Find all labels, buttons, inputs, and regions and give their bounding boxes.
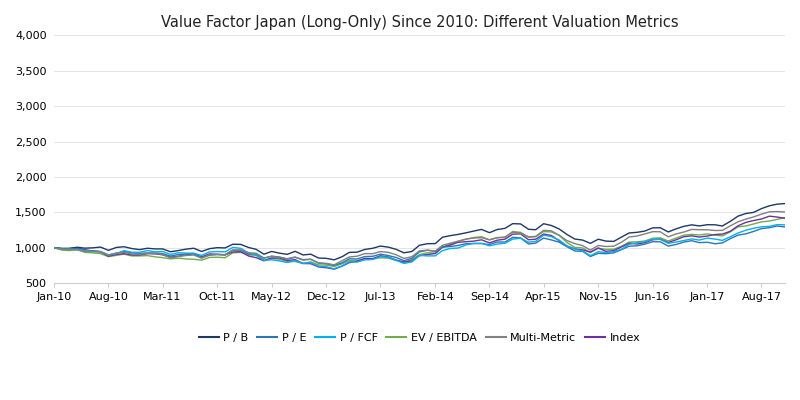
Line: P / E: P / E (54, 226, 785, 266)
Line: EV / EBITDA: EV / EBITDA (54, 218, 785, 266)
Title: Value Factor Japan (Long-Only) Since 2010: Different Valuation Metrics: Value Factor Japan (Long-Only) Since 201… (161, 15, 678, 30)
Line: Multi-Metric: Multi-Metric (54, 212, 785, 265)
Line: Index: Index (54, 216, 785, 269)
Line: P / FCF: P / FCF (54, 225, 785, 269)
Line: P / B: P / B (54, 204, 785, 260)
Legend: P / B, P / E, P / FCF, EV / EBITDA, Multi-Metric, Index: P / B, P / E, P / FCF, EV / EBITDA, Mult… (194, 328, 645, 347)
